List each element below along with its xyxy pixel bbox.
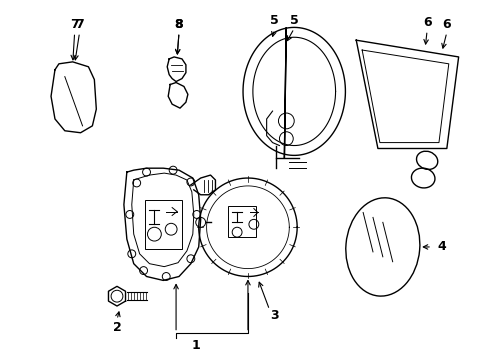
Text: 3: 3 (270, 309, 278, 322)
Text: 8: 8 (174, 18, 183, 31)
Bar (144, 200, 182, 249)
Text: 5: 5 (269, 14, 278, 27)
Text: 6: 6 (422, 16, 430, 29)
Text: 4: 4 (437, 240, 446, 253)
Text: 1: 1 (191, 339, 200, 352)
Text: 6: 6 (442, 18, 450, 31)
Text: 2: 2 (112, 321, 121, 334)
Text: 7: 7 (75, 18, 84, 31)
Bar (228, 206, 255, 237)
Text: 7: 7 (70, 18, 79, 31)
Text: 5: 5 (289, 14, 298, 27)
Text: 8: 8 (174, 18, 183, 31)
